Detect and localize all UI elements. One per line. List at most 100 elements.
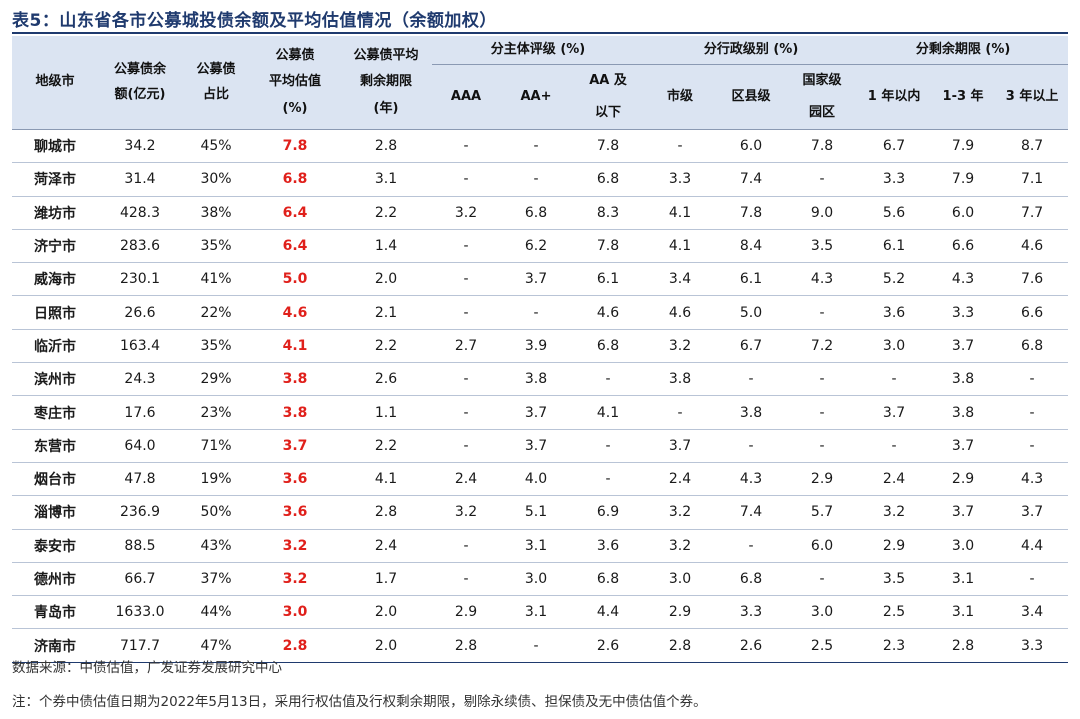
- cell-y1-3: 3.0: [930, 529, 997, 563]
- cell-share: 29%: [182, 362, 250, 397]
- cell-aa-plus: -: [500, 129, 572, 164]
- table-row: 潍坊市 428.3 38% 6.4 2.2 3.2 6.8 8.3 4.1 7.8 9.0 5.6 6.…: [12, 196, 1069, 230]
- cell-valuation: 6.8: [250, 162, 340, 197]
- cell-y1-3: 3.1: [930, 595, 997, 630]
- cell-over-3y: -: [996, 429, 1069, 463]
- cell-valuation: 3.7: [250, 429, 340, 463]
- cell-y1-3: 6.0: [930, 196, 997, 230]
- cell-share: 41%: [182, 262, 250, 297]
- table-row: 济南市 717.7 47% 2.8 2.0 2.8-2.6 2.8 2.6 2.5 2.3 2.8 3…: [12, 628, 1069, 663]
- cell-share: 38%: [182, 196, 250, 230]
- cell-aa-below: 2.6: [572, 628, 645, 663]
- cell-aaa: 3.2: [432, 495, 500, 530]
- header-valuation: 公募债 平均估值 (%): [250, 36, 340, 130]
- cell-within-1y: -: [858, 429, 931, 463]
- cell-balance: 47.8: [98, 462, 182, 497]
- cell-aa-below: -: [572, 429, 645, 463]
- header-aaa: AAA: [432, 64, 500, 130]
- cell-within-1y: 2.3: [858, 628, 931, 663]
- table-header: 地级市 公募债余 额(亿元) 公募债 占比 公募债 平均估值 (%) 公募债平均…: [12, 36, 1069, 130]
- cell-balance: 717.7: [98, 628, 182, 663]
- cell-balance: 64.0: [98, 429, 182, 463]
- cell-city: 日照市: [12, 295, 98, 330]
- header-city-level: 市级: [644, 64, 717, 130]
- cell-aa-plus: 3.7: [500, 395, 572, 430]
- header-balance: 公募债余 额(亿元): [98, 36, 182, 130]
- cell-city-level: 3.4: [644, 262, 717, 297]
- cell-national-park: 2.9: [786, 462, 859, 497]
- cell-aa-below: 6.1: [572, 262, 645, 297]
- cell-over-3y: 3.4: [996, 595, 1069, 630]
- table-row: 青岛市 1633.0 44% 3.0 2.0 2.9 3.1 4.4 2.9 3.3 3.0 2.5 3…: [12, 595, 1069, 630]
- cell-aa-below: 4.6: [572, 295, 645, 330]
- cell-y1-3: 3.8: [930, 395, 997, 430]
- cell-aaa: -: [432, 395, 500, 430]
- table-title: 表5：山东省各市公募城投债余额及平均估值情况（余额加权）: [12, 11, 497, 31]
- cell-county-level: 6.1: [716, 262, 787, 297]
- cell-maturity: 2.2: [340, 429, 432, 463]
- cell-city-level: 3.8: [644, 362, 717, 397]
- cell-county-level: 7.8: [716, 196, 787, 230]
- cell-national-park: 5.7: [786, 495, 859, 530]
- cell-aa-plus: 3.1: [500, 595, 572, 630]
- cell-maturity: 2.1: [340, 295, 432, 330]
- cell-share: 23%: [182, 395, 250, 430]
- header-group-term: 分剩余期限 (%): [858, 36, 1069, 65]
- cell-valuation: 3.2: [250, 562, 340, 597]
- header-within-1y: 1 年以内: [858, 64, 931, 130]
- header-group-rating: 分主体评级 (%): [432, 36, 645, 65]
- cell-aa-below: 4.1: [572, 395, 645, 430]
- cell-aa-below: 8.3: [572, 196, 645, 230]
- cell-aa-plus: 6.2: [500, 229, 572, 264]
- cell-county-level: -: [716, 362, 787, 397]
- cell-aa-plus: -: [500, 628, 572, 663]
- cell-y1-3: 3.8: [930, 362, 997, 397]
- table-row: 聊城市 34.2 45% 7.8 2.8- -7.8-6.0 7.8 6.7 7.9 8.7: [12, 129, 1069, 164]
- cell-valuation: 3.8: [250, 362, 340, 397]
- cell-over-3y: 4.4: [996, 529, 1069, 563]
- cell-maturity: 1.4: [340, 229, 432, 264]
- cell-balance: 236.9: [98, 495, 182, 530]
- cell-national-park: 9.0: [786, 196, 859, 230]
- cell-valuation: 6.4: [250, 196, 340, 230]
- cell-valuation: 7.8: [250, 129, 340, 164]
- cell-maturity: 2.2: [340, 196, 432, 230]
- cell-valuation: 3.6: [250, 495, 340, 530]
- cell-aaa: -: [432, 429, 500, 463]
- cell-city-level: 3.3: [644, 162, 717, 197]
- cell-national-park: -: [786, 295, 859, 330]
- cell-aa-below: -: [572, 462, 645, 497]
- cell-maturity: 4.1: [340, 462, 432, 497]
- cell-city-level: 4.1: [644, 196, 717, 230]
- cell-city-level: 3.2: [644, 329, 717, 364]
- cell-share: 44%: [182, 595, 250, 630]
- cell-aa-below: 6.8: [572, 562, 645, 597]
- cell-within-1y: -: [858, 362, 931, 397]
- cell-aaa: 2.9: [432, 595, 500, 630]
- cell-county-level: 7.4: [716, 162, 787, 197]
- cell-valuation: 4.1: [250, 329, 340, 364]
- header-maturity-line1: 公募债平均: [353, 48, 419, 64]
- header-valuation-line3: (%): [282, 100, 308, 116]
- table-body: 聊城市 34.2 45% 7.8 2.8- -7.8-6.0 7.8 6.7 7.9 8.7 菏泽市…: [12, 129, 1069, 663]
- cell-share: 35%: [182, 329, 250, 364]
- cell-aaa: -: [432, 362, 500, 397]
- cell-county-level: 5.0: [716, 295, 787, 330]
- header-county-level: 区县级: [716, 64, 787, 130]
- header-maturity: 公募债平均 剩余期限 (年): [340, 36, 432, 130]
- cell-aaa: 2.7: [432, 329, 500, 364]
- cell-balance: 31.4: [98, 162, 182, 197]
- cell-city-level: 4.6: [644, 295, 717, 330]
- cell-national-park: -: [786, 395, 859, 430]
- table-row: 淄博市 236.9 50% 3.6 2.8 3.2 5.1 6.9 3.2 7.4 5.7 3.2 3.…: [12, 495, 1069, 530]
- cell-maturity: 2.0: [340, 628, 432, 663]
- cell-aa-plus: 3.7: [500, 262, 572, 297]
- cell-city-level: 3.2: [644, 495, 717, 530]
- cell-county-level: 4.3: [716, 462, 787, 497]
- cell-aa-plus: 3.7: [500, 429, 572, 463]
- cell-within-1y: 3.0: [858, 329, 931, 364]
- table-row: 威海市 230.1 41% 5.0 2.0-3.7 6.1 3.4 6.1 4.3 5.2 4.3 7…: [12, 262, 1069, 297]
- cell-over-3y: 4.6: [996, 229, 1069, 264]
- cell-within-1y: 3.6: [858, 295, 931, 330]
- cell-y1-3: 3.7: [930, 329, 997, 364]
